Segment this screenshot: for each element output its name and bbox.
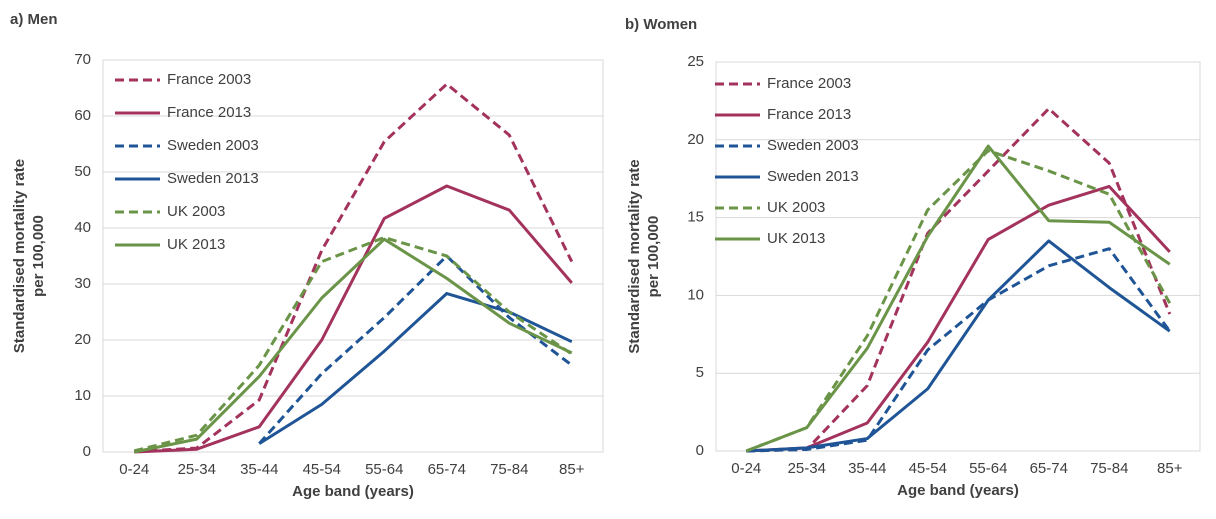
legend-label: Sweden 2013 — [167, 170, 259, 187]
legend-label: Sweden 2003 — [767, 137, 859, 154]
series-line — [746, 247, 1171, 453]
legend-label: UK 2003 — [167, 203, 225, 220]
series-line — [134, 184, 573, 454]
x-tick-label: 0-24 — [731, 460, 761, 477]
x-axis-label: Age band (years) — [897, 482, 1019, 499]
y-axis-label: per 100,000 — [30, 215, 47, 297]
series-line — [133, 237, 573, 454]
legend-label: France 2003 — [767, 75, 851, 92]
series-line — [258, 292, 573, 445]
x-tick-label: 75-84 — [1090, 460, 1128, 477]
plot-frame — [102, 59, 604, 453]
legend-label: France 2003 — [167, 71, 251, 88]
x-tick-label: 45-54 — [303, 461, 341, 478]
legend-label: UK 2013 — [167, 236, 225, 253]
y-tick-label: 20 — [687, 131, 704, 148]
series-line — [258, 254, 573, 445]
x-tick-label: 85+ — [1157, 460, 1183, 477]
chart-title: b) Women — [625, 16, 697, 33]
legend-label: France 2013 — [167, 104, 251, 121]
legend-label: UK 2003 — [767, 199, 825, 216]
plot-frame — [715, 61, 1201, 452]
x-tick-label: 55-64 — [365, 461, 403, 478]
y-tick-label: 40 — [74, 219, 91, 236]
series-line — [746, 107, 1172, 453]
series-line — [133, 236, 573, 453]
legend-label: Sweden 2003 — [167, 137, 259, 154]
y-tick-label: 50 — [74, 163, 91, 180]
x-tick-label: 85+ — [559, 461, 585, 478]
series-line — [134, 82, 574, 453]
y-tick-label: 5 — [696, 364, 704, 381]
y-tick-label: 0 — [696, 442, 704, 459]
x-tick-label: 65-74 — [428, 461, 466, 478]
y-tick-label: 10 — [687, 286, 704, 303]
x-tick-label: 25-34 — [788, 460, 826, 477]
x-tick-label: 35-44 — [240, 461, 278, 478]
x-tick-label: 25-34 — [178, 461, 216, 478]
y-tick-label: 15 — [687, 209, 704, 226]
y-tick-label: 25 — [687, 53, 704, 70]
y-axis-label: Standardised mortality rate — [626, 159, 643, 353]
x-axis-label: Age band (years) — [292, 483, 414, 500]
chart-title: a) Men — [10, 11, 58, 28]
legend-label: UK 2013 — [767, 230, 825, 247]
x-tick-label: 0-24 — [119, 461, 149, 478]
y-tick-label: 10 — [74, 387, 91, 404]
x-tick-label: 55-64 — [969, 460, 1007, 477]
y-tick-label: 60 — [74, 107, 91, 124]
y-tick-label: 20 — [74, 331, 91, 348]
y-axis-label: per 100,000 — [645, 216, 662, 298]
legend-label: France 2013 — [767, 106, 851, 123]
x-tick-label: 75-84 — [490, 461, 528, 478]
series-line — [745, 144, 1171, 453]
y-axis-label: Standardised mortality rate — [11, 159, 28, 353]
series-line — [745, 149, 1172, 453]
x-tick-label: 65-74 — [1030, 460, 1068, 477]
series-line — [746, 239, 1171, 453]
y-tick-label: 70 — [74, 51, 91, 68]
series-line — [746, 184, 1171, 453]
y-tick-label: 30 — [74, 275, 91, 292]
legend-label: Sweden 2013 — [767, 168, 859, 185]
x-tick-label: 35-44 — [848, 460, 886, 477]
y-tick-label: 0 — [83, 443, 91, 460]
x-tick-label: 45-54 — [909, 460, 947, 477]
